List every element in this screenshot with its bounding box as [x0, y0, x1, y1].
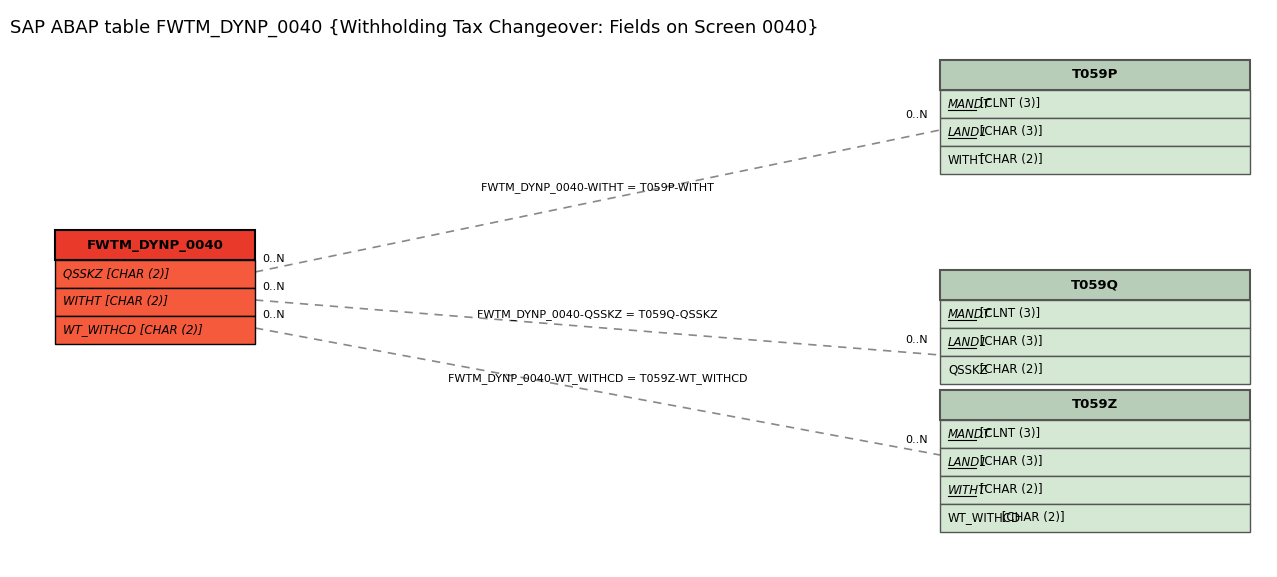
Text: MANDT: MANDT — [948, 98, 991, 111]
Text: FWTM_DYNP_0040: FWTM_DYNP_0040 — [87, 238, 223, 252]
Text: WT_WITHCD: WT_WITHCD — [948, 511, 1022, 524]
Text: 0..N: 0..N — [262, 282, 285, 292]
Text: FWTM_DYNP_0040-WT_WITHCD = T059Z-WT_WITHCD: FWTM_DYNP_0040-WT_WITHCD = T059Z-WT_WITH… — [448, 373, 747, 384]
Text: 0..N: 0..N — [262, 310, 285, 320]
Text: MANDT: MANDT — [948, 428, 991, 440]
Text: WITHT: WITHT — [948, 153, 986, 167]
Text: LAND1: LAND1 — [948, 126, 987, 138]
Text: WITHT [CHAR (2)]: WITHT [CHAR (2)] — [63, 295, 169, 309]
Text: T059Z: T059Z — [1071, 399, 1119, 411]
Text: MANDT: MANDT — [948, 308, 991, 320]
Text: [CLNT (3)]: [CLNT (3)] — [976, 308, 1039, 320]
Bar — [940, 270, 1250, 300]
Bar — [940, 118, 1250, 146]
Bar — [940, 90, 1250, 118]
Bar — [940, 390, 1250, 420]
Text: FWTM_DYNP_0040-WITHT = T059P-WITHT: FWTM_DYNP_0040-WITHT = T059P-WITHT — [481, 182, 714, 193]
Text: 0..N: 0..N — [905, 435, 928, 445]
Bar — [940, 146, 1250, 174]
Text: [CLNT (3)]: [CLNT (3)] — [976, 428, 1039, 440]
Bar — [55, 230, 255, 260]
Text: SAP ABAP table FWTM_DYNP_0040 {Withholding Tax Changeover: Fields on Screen 0040: SAP ABAP table FWTM_DYNP_0040 {Withholdi… — [10, 19, 819, 37]
Text: [CHAR (2)]: [CHAR (2)] — [976, 484, 1042, 496]
Bar — [940, 328, 1250, 356]
Bar — [55, 260, 255, 288]
Bar — [940, 476, 1250, 504]
Text: [CHAR (3)]: [CHAR (3)] — [976, 126, 1042, 138]
Bar — [940, 504, 1250, 532]
Bar — [940, 448, 1250, 476]
Bar — [940, 356, 1250, 384]
Text: 0..N: 0..N — [262, 254, 285, 264]
Text: T059P: T059P — [1071, 69, 1119, 81]
Text: [CHAR (2)]: [CHAR (2)] — [976, 153, 1042, 167]
Text: [CHAR (2)]: [CHAR (2)] — [976, 364, 1042, 377]
Text: [CHAR (3)]: [CHAR (3)] — [976, 455, 1042, 469]
Text: FWTM_DYNP_0040-QSSKZ = T059Q-QSSKZ: FWTM_DYNP_0040-QSSKZ = T059Q-QSSKZ — [478, 309, 718, 320]
Text: [CHAR (2)]: [CHAR (2)] — [997, 511, 1064, 524]
Bar — [940, 300, 1250, 328]
Text: T059Q: T059Q — [1071, 279, 1119, 291]
Text: QSSKZ [CHAR (2)]: QSSKZ [CHAR (2)] — [63, 268, 170, 280]
Text: WT_WITHCD [CHAR (2)]: WT_WITHCD [CHAR (2)] — [63, 324, 203, 336]
Text: LAND1: LAND1 — [948, 455, 987, 469]
Text: WITHT: WITHT — [948, 484, 986, 496]
Text: 0..N: 0..N — [905, 335, 928, 345]
Text: LAND1: LAND1 — [948, 335, 987, 349]
Text: [CLNT (3)]: [CLNT (3)] — [976, 98, 1039, 111]
Text: QSSKZ: QSSKZ — [948, 364, 987, 377]
Text: 0..N: 0..N — [905, 110, 928, 120]
Bar — [940, 420, 1250, 448]
Bar — [55, 316, 255, 344]
Text: [CHAR (3)]: [CHAR (3)] — [976, 335, 1042, 349]
Bar — [55, 288, 255, 316]
Bar — [940, 60, 1250, 90]
